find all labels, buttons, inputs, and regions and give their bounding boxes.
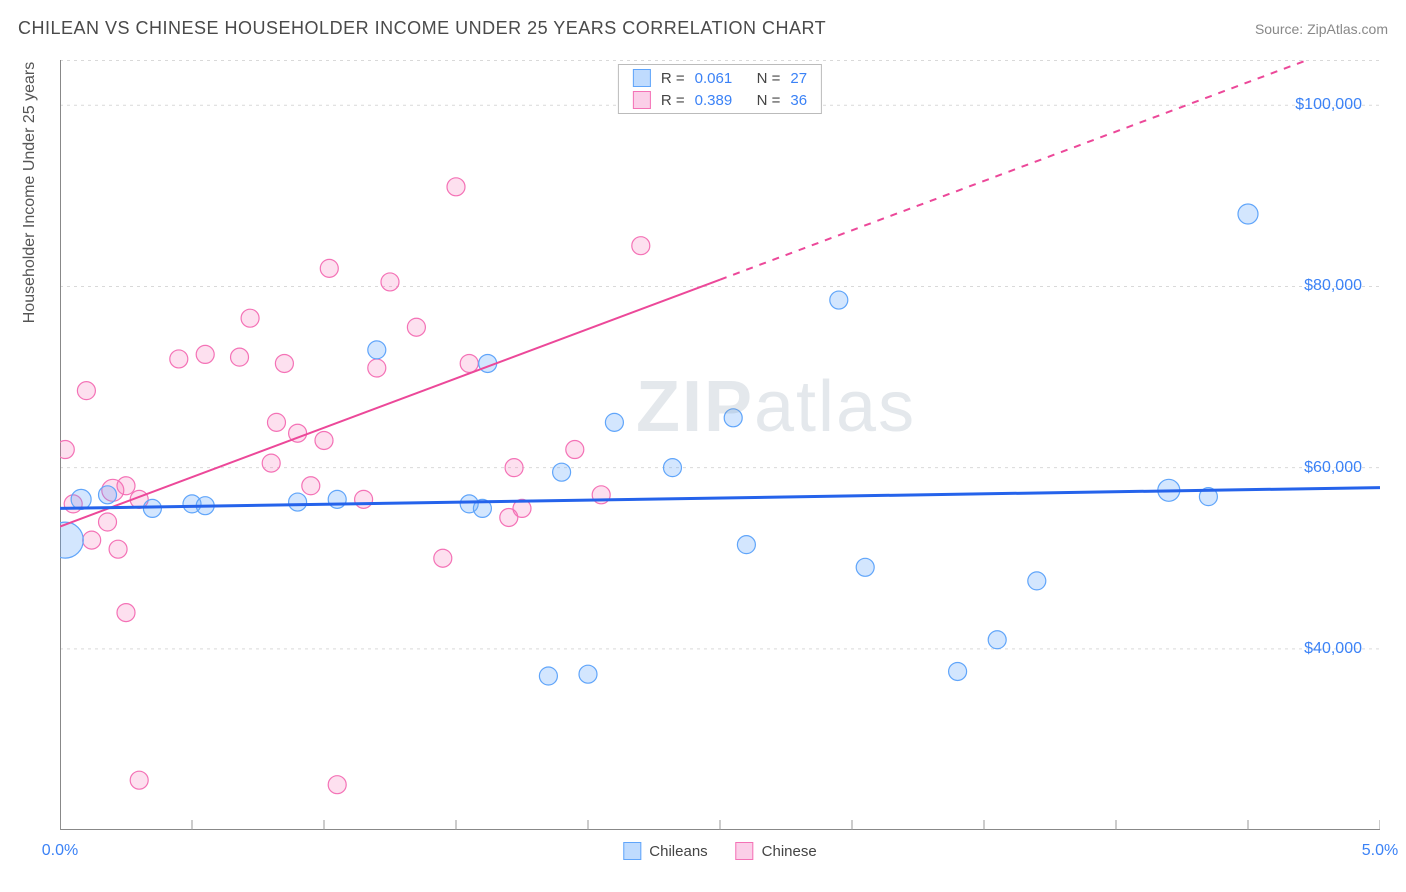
data-point (289, 493, 307, 511)
data-point (77, 382, 95, 400)
data-point (99, 486, 117, 504)
legend-swatch-chileans (623, 842, 641, 860)
data-point (949, 662, 967, 680)
swatch-chinese (633, 91, 651, 109)
scatter-plot (60, 60, 1380, 830)
data-point (328, 490, 346, 508)
data-point (737, 536, 755, 554)
data-point (505, 459, 523, 477)
data-point (328, 776, 346, 794)
data-point (302, 477, 320, 495)
data-point (60, 441, 74, 459)
data-point (231, 348, 249, 366)
data-point (830, 291, 848, 309)
data-point (117, 477, 135, 495)
n-value-chinese: 36 (790, 92, 807, 109)
data-point (566, 441, 584, 459)
source-attribution: Source: ZipAtlas.com (1255, 21, 1388, 37)
data-point (447, 178, 465, 196)
data-point (117, 604, 135, 622)
data-point (355, 490, 373, 508)
data-point (460, 354, 478, 372)
data-point (368, 341, 386, 359)
x-tick-label: 0.0% (42, 842, 78, 860)
data-point (196, 345, 214, 363)
data-point (275, 354, 293, 372)
data-point (262, 454, 280, 472)
data-point (988, 631, 1006, 649)
data-point (109, 540, 127, 558)
trend-line (60, 488, 1380, 509)
legend-item-chinese: Chinese (736, 842, 817, 860)
data-point (407, 318, 425, 336)
data-point (579, 665, 597, 683)
source-prefix: Source: (1255, 21, 1307, 37)
chart-area: Householder Income Under 25 years ZIPatl… (60, 60, 1380, 830)
data-point (381, 273, 399, 291)
series-legend: Chileans Chinese (623, 842, 816, 860)
n-value-chileans: 27 (790, 70, 807, 87)
x-tick-label: 5.0% (1362, 842, 1398, 860)
n-label: N = (757, 92, 781, 109)
r-value-chinese: 0.389 (695, 92, 747, 109)
data-point (663, 459, 681, 477)
data-point (539, 667, 557, 685)
data-point (553, 463, 571, 481)
legend-swatch-chinese (736, 842, 754, 860)
y-axis-label: Householder Income Under 25 years (21, 62, 39, 323)
chart-header: CHILEAN VS CHINESE HOUSEHOLDER INCOME UN… (18, 18, 1388, 39)
y-tick-label: $60,000 (1296, 457, 1370, 479)
data-point (315, 431, 333, 449)
data-point (434, 549, 452, 567)
data-point (267, 413, 285, 431)
data-point (1028, 572, 1046, 590)
data-point (241, 309, 259, 327)
legend-label-chileans: Chileans (649, 843, 707, 860)
data-point (368, 359, 386, 377)
r-label: R = (661, 92, 685, 109)
legend-label-chinese: Chinese (762, 843, 817, 860)
data-point (99, 513, 117, 531)
correlation-stats-box: R = 0.061 N = 27 R = 0.389 N = 36 (618, 64, 822, 114)
data-point (605, 413, 623, 431)
trend-line-solid (60, 280, 720, 527)
data-point (856, 558, 874, 576)
data-point (130, 771, 148, 789)
data-point (60, 522, 83, 558)
r-label: R = (661, 70, 685, 87)
y-tick-label: $40,000 (1296, 638, 1370, 660)
legend-item-chileans: Chileans (623, 842, 707, 860)
swatch-chileans (633, 69, 651, 87)
data-point (83, 531, 101, 549)
r-value-chileans: 0.061 (695, 70, 747, 87)
stats-row-chinese: R = 0.389 N = 36 (619, 89, 821, 111)
y-tick-label: $100,000 (1287, 94, 1370, 116)
data-point (170, 350, 188, 368)
data-point (632, 237, 650, 255)
data-point (71, 489, 91, 509)
data-point (1238, 204, 1258, 224)
data-point (320, 259, 338, 277)
data-point (724, 409, 742, 427)
source-name: ZipAtlas.com (1307, 21, 1388, 37)
chart-title: CHILEAN VS CHINESE HOUSEHOLDER INCOME UN… (18, 18, 826, 39)
n-label: N = (757, 70, 781, 87)
y-tick-label: $80,000 (1296, 275, 1370, 297)
stats-row-chileans: R = 0.061 N = 27 (619, 67, 821, 89)
